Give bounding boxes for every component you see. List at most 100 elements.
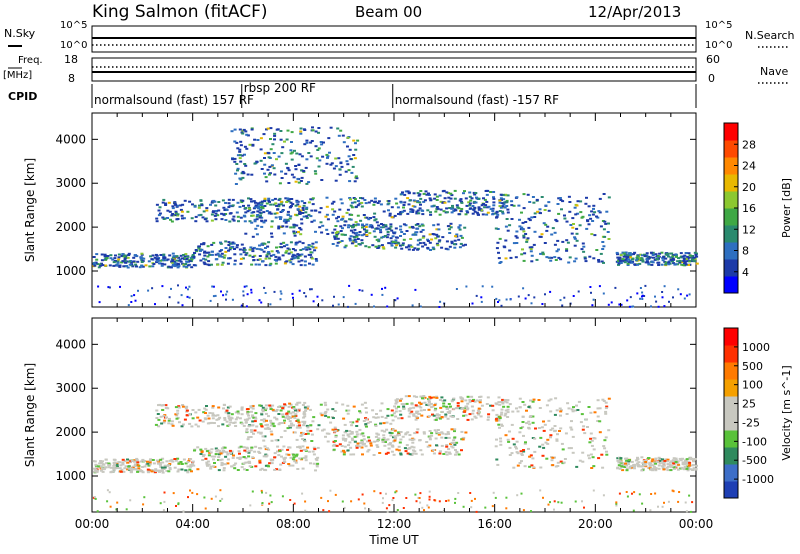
echo-cell — [236, 147, 240, 150]
echo-cell — [331, 428, 335, 431]
freq-strip: Freq. [MHz] 18 8 60 0 Nave — [3, 53, 790, 85]
echo-cell — [307, 450, 311, 453]
echo-cell — [285, 413, 289, 416]
echo-cell — [517, 295, 520, 298]
echo-cell — [281, 461, 285, 464]
echo-cell — [441, 190, 445, 193]
echo-cell — [334, 179, 338, 182]
echo-cell — [123, 460, 127, 463]
echo-cell — [285, 201, 289, 203]
echo-cell — [289, 412, 293, 415]
echo-cell — [352, 197, 356, 199]
echo-cell — [291, 248, 295, 250]
echo-cell — [263, 163, 267, 166]
echo-cell — [269, 458, 273, 461]
echo-cell — [428, 398, 432, 401]
echo-cell — [112, 264, 116, 267]
echo-cell — [598, 285, 601, 288]
echo-cell — [282, 241, 286, 244]
echo-cell — [251, 420, 255, 423]
echo-cell — [180, 468, 184, 471]
echo-cell — [275, 417, 279, 420]
echo-cell — [361, 226, 364, 229]
echo-cell — [674, 461, 678, 463]
echo-cell — [304, 509, 307, 512]
echo-cell — [361, 440, 364, 443]
echo-cell — [277, 203, 281, 206]
echo-cell — [657, 264, 661, 266]
echo-cell — [408, 226, 412, 229]
echo-cell — [387, 200, 391, 202]
echo-cell — [605, 450, 608, 453]
echo-cell — [130, 301, 133, 303]
echo-cell — [127, 304, 130, 307]
echo-cell — [438, 239, 442, 242]
echo-cell — [688, 461, 692, 464]
echo-cell — [249, 198, 253, 201]
echo-cell — [459, 396, 463, 399]
echo-cell — [219, 255, 222, 258]
colorbar-tick-label: -100 — [742, 435, 767, 448]
echo-cell — [245, 147, 249, 150]
echo-cell — [500, 411, 504, 414]
echo-cell — [616, 457, 620, 460]
echo-cell — [352, 405, 356, 408]
echo-cell — [180, 257, 184, 260]
echo-cell — [435, 199, 439, 201]
echo-cell — [496, 228, 500, 230]
echo-cell — [380, 415, 384, 418]
echo-cell — [246, 134, 250, 137]
echo-cell — [380, 244, 384, 247]
echo-cell — [249, 436, 253, 438]
echo-cell — [253, 450, 257, 453]
echo-cell — [223, 417, 227, 419]
echo-cell — [505, 205, 509, 207]
echo-cell — [287, 182, 291, 184]
echo-cell — [297, 164, 301, 166]
echo-cell — [533, 437, 537, 440]
echo-cell — [250, 291, 253, 294]
echo-cell — [433, 193, 437, 196]
echo-cell — [581, 451, 585, 454]
echo-cell — [251, 235, 255, 238]
echo-cell — [672, 462, 676, 465]
echo-cell — [495, 438, 498, 441]
echo-cell — [216, 214, 220, 217]
echo-cell — [234, 418, 238, 421]
echo-cell — [311, 242, 315, 245]
echo-cell — [387, 447, 391, 450]
echo-cell — [427, 192, 430, 195]
echo-cell — [647, 255, 651, 258]
echo-cell — [266, 151, 270, 154]
echo-cell — [272, 253, 276, 256]
echo-cell — [408, 199, 412, 202]
echo-cell — [400, 247, 404, 250]
echo-cell — [692, 256, 696, 259]
echo-cell — [656, 258, 660, 261]
echo-cell — [350, 213, 354, 216]
echo-cell — [250, 211, 254, 214]
echo-cell — [645, 252, 649, 255]
echo-cell — [217, 453, 221, 456]
echo-cell — [674, 253, 678, 256]
echo-cell — [175, 205, 179, 208]
echo-cell — [352, 225, 355, 228]
echo-cell — [164, 204, 168, 206]
echo-cell — [328, 510, 331, 513]
echo-cell — [402, 405, 406, 408]
echo-cell — [685, 260, 689, 263]
echo-cell — [342, 451, 346, 454]
echo-cell — [140, 264, 144, 267]
echo-cell — [243, 418, 247, 421]
echo-cell — [286, 219, 290, 222]
echo-cell — [486, 189, 490, 192]
echo-cell — [206, 255, 210, 258]
echo-cell — [296, 419, 300, 422]
echo-cell — [349, 229, 353, 232]
echo-cell — [662, 461, 666, 464]
echo-cell — [263, 172, 266, 175]
echo-cell — [495, 416, 499, 419]
echo-cell — [650, 305, 652, 308]
echo-cell — [171, 424, 175, 427]
echo-cell — [581, 242, 585, 245]
